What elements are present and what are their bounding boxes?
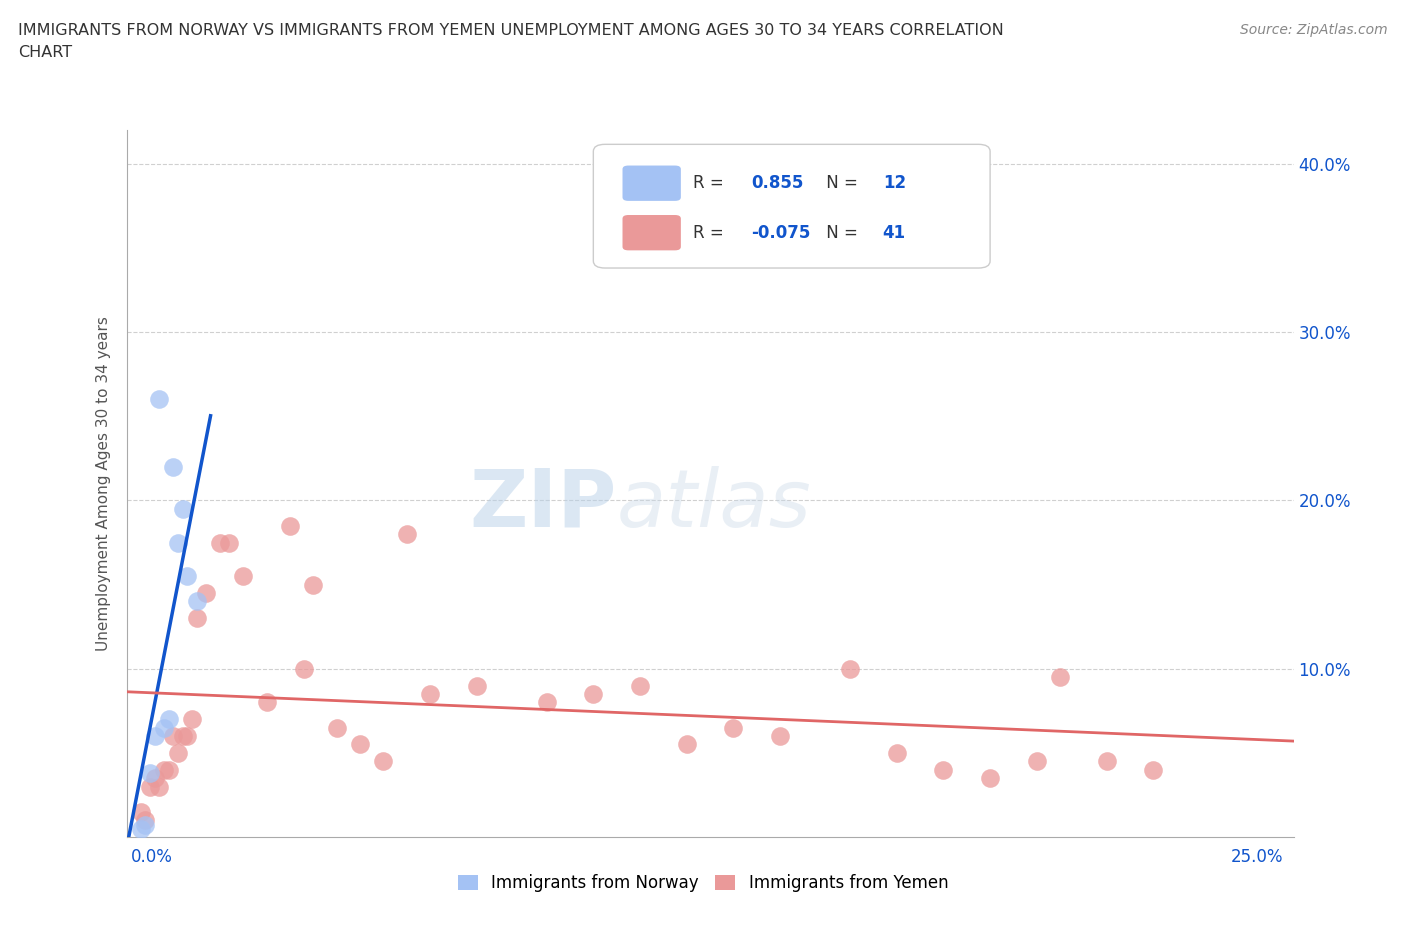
Point <box>979 771 1001 786</box>
Point <box>153 763 176 777</box>
Point <box>162 728 184 743</box>
Point <box>1049 670 1071 684</box>
Point <box>186 594 208 609</box>
Point <box>582 686 605 701</box>
Point <box>218 535 240 550</box>
Point <box>278 518 301 533</box>
FancyBboxPatch shape <box>623 166 681 201</box>
Point <box>157 763 180 777</box>
Point <box>536 695 558 710</box>
Point <box>176 569 198 584</box>
Point <box>194 586 217 601</box>
Text: 0.0%: 0.0% <box>131 848 173 866</box>
Text: R =: R = <box>693 224 728 242</box>
Point <box>292 661 315 676</box>
Point <box>208 535 231 550</box>
Text: 25.0%: 25.0% <box>1232 848 1284 866</box>
Point <box>723 720 745 735</box>
Point <box>395 526 418 541</box>
Point <box>148 779 170 794</box>
Text: 41: 41 <box>883 224 905 242</box>
Point <box>932 763 955 777</box>
Point <box>129 804 152 819</box>
Point <box>1142 763 1164 777</box>
Text: 0.855: 0.855 <box>751 174 803 193</box>
Text: -0.075: -0.075 <box>751 224 810 242</box>
Point <box>167 746 190 761</box>
Point <box>167 535 190 550</box>
Text: IMMIGRANTS FROM NORWAY VS IMMIGRANTS FROM YEMEN UNEMPLOYMENT AMONG AGES 30 TO 34: IMMIGRANTS FROM NORWAY VS IMMIGRANTS FRO… <box>18 23 1004 38</box>
Text: Source: ZipAtlas.com: Source: ZipAtlas.com <box>1240 23 1388 37</box>
Point <box>143 728 166 743</box>
Point <box>769 728 792 743</box>
Point <box>172 501 194 516</box>
Point <box>325 720 347 735</box>
Point <box>139 765 162 780</box>
Point <box>180 711 202 726</box>
Point <box>172 728 194 743</box>
Text: CHART: CHART <box>18 45 72 60</box>
Y-axis label: Unemployment Among Ages 30 to 34 years: Unemployment Among Ages 30 to 34 years <box>96 316 111 651</box>
Text: atlas: atlas <box>617 466 811 544</box>
Point <box>143 771 166 786</box>
Text: ZIP: ZIP <box>470 466 617 544</box>
Text: N =: N = <box>821 174 863 193</box>
FancyBboxPatch shape <box>593 144 990 268</box>
Point <box>256 695 278 710</box>
Point <box>153 720 176 735</box>
Point <box>232 569 254 584</box>
Point <box>139 779 162 794</box>
Point <box>176 728 198 743</box>
Text: 12: 12 <box>883 174 905 193</box>
Text: N =: N = <box>821 224 863 242</box>
Point <box>134 817 156 832</box>
Point <box>349 737 371 751</box>
Legend: Immigrants from Norway, Immigrants from Yemen: Immigrants from Norway, Immigrants from … <box>451 867 955 898</box>
Point <box>302 578 325 592</box>
Text: R =: R = <box>693 174 728 193</box>
Point <box>157 711 180 726</box>
Point <box>419 686 441 701</box>
Point <box>1025 754 1047 769</box>
Point <box>465 678 488 693</box>
Point <box>675 737 697 751</box>
Point <box>839 661 862 676</box>
Point <box>134 813 156 828</box>
FancyBboxPatch shape <box>623 215 681 250</box>
Point <box>1095 754 1118 769</box>
Point <box>162 459 184 474</box>
Point <box>628 678 651 693</box>
Point <box>129 821 152 836</box>
Point <box>886 746 908 761</box>
Point <box>186 611 208 626</box>
Point <box>373 754 395 769</box>
Point <box>148 392 170 407</box>
